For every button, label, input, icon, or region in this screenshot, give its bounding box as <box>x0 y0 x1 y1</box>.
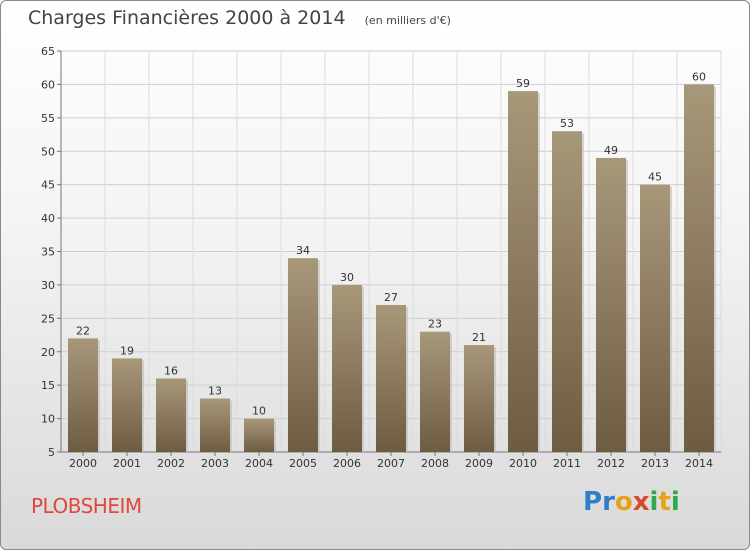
x-tick-label: 2007 <box>377 457 405 470</box>
y-tick-label: 25 <box>41 312 55 325</box>
y-tick-label: 45 <box>41 179 55 192</box>
bar <box>640 184 670 452</box>
x-tick-label: 2008 <box>421 457 449 470</box>
y-tick-label: 15 <box>41 379 55 392</box>
bar-value-label: 13 <box>208 385 222 398</box>
x-tick-label: 2006 <box>333 457 361 470</box>
bar <box>68 338 98 452</box>
x-tick-label: 2003 <box>201 457 229 470</box>
bar <box>552 131 582 452</box>
bar-value-label: 60 <box>692 70 706 83</box>
bar <box>420 331 450 452</box>
y-tick-label: 30 <box>41 279 55 292</box>
bar <box>596 157 626 452</box>
proxiti-logo[interactable]: Proxiti <box>583 487 680 517</box>
x-tick-label: 2001 <box>113 457 141 470</box>
bar-value-label: 23 <box>428 318 442 331</box>
bar-value-label: 10 <box>252 405 266 418</box>
bar <box>508 91 538 452</box>
logo-letter: P <box>583 487 603 517</box>
x-tick-label: 2012 <box>597 457 625 470</box>
bar-value-label: 30 <box>340 271 354 284</box>
bar-value-label: 27 <box>384 291 398 304</box>
bar-value-label: 34 <box>296 244 310 257</box>
x-tick-label: 2010 <box>509 457 537 470</box>
chart-title: Charges Financières 2000 à 2014 (en mill… <box>28 7 451 29</box>
title-unit: (en milliers d'€) <box>364 14 451 27</box>
title-main: Charges Financières 2000 à 2014 <box>28 7 346 29</box>
x-tick-label: 2009 <box>465 457 493 470</box>
y-tick-label: 55 <box>41 112 55 125</box>
bar-value-label: 19 <box>120 344 134 357</box>
bar-value-label: 45 <box>648 171 662 184</box>
logo-letter: o <box>614 487 633 517</box>
bar-value-label: 59 <box>516 77 530 90</box>
commune-name: PLOBSHEIM <box>31 494 142 518</box>
bar <box>112 358 142 452</box>
y-tick-label: 35 <box>41 246 55 259</box>
bar <box>332 284 362 452</box>
logo-letter: i <box>649 487 659 517</box>
y-tick-label: 5 <box>48 446 55 459</box>
bar <box>156 378 186 452</box>
logo-letter: r <box>602 487 615 517</box>
bar <box>684 84 714 453</box>
bar <box>288 258 318 452</box>
x-tick-label: 2002 <box>157 457 185 470</box>
x-tick-label: 2013 <box>641 457 669 470</box>
logo-letter: i <box>670 487 680 517</box>
x-tick-label: 2005 <box>289 457 317 470</box>
bar-value-label: 53 <box>560 117 574 130</box>
y-tick-label: 50 <box>41 145 55 158</box>
x-tick-label: 2000 <box>69 457 97 470</box>
y-tick-label: 40 <box>41 212 55 225</box>
y-tick-label: 65 <box>41 45 55 58</box>
bar-value-label: 49 <box>604 144 618 157</box>
labels: 5 10 15 20 25 30 35 40 45 50 55 60 65 22 2000 19 2001 16 2… <box>41 45 713 470</box>
bar-value-label: 16 <box>164 364 178 377</box>
logo-letter: x <box>632 487 650 517</box>
y-tick-label: 20 <box>41 346 55 359</box>
bar <box>464 345 494 452</box>
x-tick-label: 2004 <box>245 457 273 470</box>
logo-letter: t <box>658 487 671 517</box>
x-tick-label: 2014 <box>685 457 713 470</box>
bar-value-label: 21 <box>472 331 486 344</box>
y-tick-label: 60 <box>41 78 55 91</box>
bar <box>244 418 274 452</box>
bar <box>200 398 230 452</box>
x-tick-label: 2011 <box>553 457 581 470</box>
bar <box>376 304 406 452</box>
bar-value-label: 22 <box>76 324 90 337</box>
y-tick-label: 10 <box>41 413 55 426</box>
bars <box>68 84 716 453</box>
